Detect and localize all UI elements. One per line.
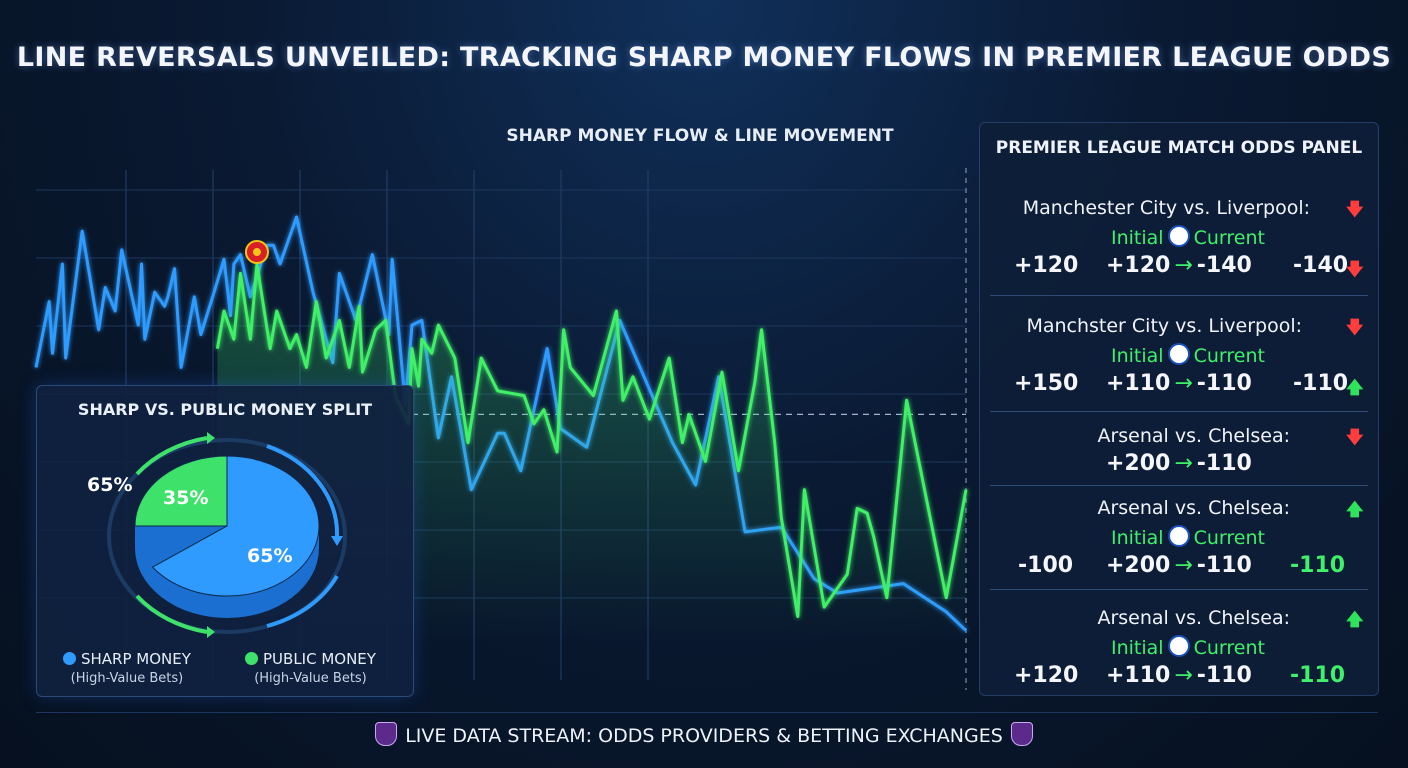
pie-slice-sharp [151,455,320,597]
odds-from: +120 [1106,253,1171,278]
arrow-down-icon: 🡇 [1346,318,1364,338]
initial-label: Initial [1111,637,1164,659]
current-label: Current [1193,227,1265,249]
football-icon [1167,225,1190,247]
ring-arc-blue [266,444,340,537]
pie-title: SHARP VS. PUBLIC MONEY SPLIT [77,400,373,419]
odds-right: -140 [1293,253,1349,278]
odds-from: +110 [1106,663,1171,688]
arrow-down-icon: 🡇 [1346,428,1364,448]
pie-slice-public [134,455,228,527]
ring-arc-green [135,594,208,634]
legend-public: PUBLIC MONEY (High-Value Bets) [245,650,376,686]
arrow-up-icon: 🡅 [1346,378,1364,398]
match-name: Manchester City vs. Liverpool: [1022,197,1310,219]
odds-left: +120 [1014,663,1079,688]
initial-current-row: Initial Current [1111,225,1265,249]
arrow-up-icon: 🡅 [1346,610,1364,630]
odds-left: +120 [1014,253,1079,278]
ring-arc-green [135,436,208,476]
sharp-money-line [34,215,968,632]
current-label: Current [1193,345,1265,367]
arrow-up-icon: 🡅 [1346,500,1364,520]
odds-movement: +110 → -110 [1106,371,1252,396]
odds-to: -110 [1196,663,1252,688]
current-label: Current [1193,527,1265,549]
pie-chart [107,432,347,638]
initial-current-row: Initial Current [1111,343,1265,367]
legend-public-dot [245,652,258,665]
arrow-right-icon: → [1174,371,1193,396]
odds-to: -110 [1196,451,1252,476]
initial-current-row: Initial Current [1111,635,1265,659]
match-name: Arsenal vs. Chelsea: [1097,425,1290,447]
legend-sharp-dot [63,652,76,665]
odds-movement: +110 → -110 [1106,663,1252,688]
arrow-right-icon: → [1174,451,1193,476]
match-name: Manchster City vs. Liverpool: [1026,315,1302,337]
arrow-down-icon: 🡇 [1346,200,1364,220]
divider [990,589,1368,590]
pie-sharp-label: 65% [247,545,293,567]
ring-arrowhead [331,536,343,546]
odds-right: -110 [1290,553,1346,578]
arrow-right-icon: → [1174,663,1193,688]
odds-to: -110 [1196,553,1252,578]
football-icon [1167,635,1190,657]
footer-text: LIVE DATA STREAM: ODDS PROVIDERS & BETTI… [405,725,1003,747]
public-money-line [215,262,968,618]
pie-outer-label: 65% [87,474,133,496]
football-icon [1167,525,1190,547]
chart-title: SHARP MONEY FLOW & LINE MOVEMENT [506,126,894,146]
initial-label: Initial [1111,345,1164,367]
odds-from: +200 [1106,451,1171,476]
arrow-right-icon: → [1174,253,1193,278]
arrow-down-icon: 🡇 [1346,260,1364,280]
odds-left: -100 [1018,553,1074,578]
arrow-right-icon: → [1174,553,1193,578]
pie-ring [107,438,347,634]
odds-right: -110 [1290,663,1346,688]
divider [990,485,1368,486]
odds-panel: PREMIER LEAGUE MATCH ODDS PANEL Manchest… [979,122,1379,696]
premier-league-lion-icon [1010,722,1033,746]
ring-arrowhead [207,432,215,444]
legend-sharp-label: SHARP MONEY [81,650,191,668]
divider [990,411,1368,412]
premier-league-lion-icon [375,722,398,746]
footer: LIVE DATA STREAM: ODDS PROVIDERS & BETTI… [0,722,1408,747]
legend-public-label: PUBLIC MONEY [263,650,376,668]
match-name: Arsenal vs. Chelsea: [1097,607,1290,629]
odds-movement: +120 → -140 [1106,253,1252,278]
initial-label: Initial [1111,527,1164,549]
page-title: LINE REVERSALS UNVEILED: TRACKING SHARP … [16,42,1392,73]
ring-arrowhead [207,626,215,638]
odds-movement: +200 → -110 [1106,553,1252,578]
crest-center [252,248,261,256]
odds-to: -110 [1196,371,1252,396]
initial-label: Initial [1111,227,1164,249]
odds-from: +200 [1106,553,1171,578]
current-label: Current [1193,637,1265,659]
legend-sharp: SHARP MONEY (High-Value Bets) [63,650,191,686]
pie-panel: SHARP VS. PUBLIC MONEY SPLIT 65% 35% 65%… [36,385,414,697]
odds-from: +110 [1106,371,1171,396]
odds-to: -140 [1196,253,1252,278]
odds-panel-title: PREMIER LEAGUE MATCH ODDS PANEL [995,138,1363,158]
football-icon [1167,343,1190,365]
odds-movement: +200 → -110 [1106,451,1252,476]
odds-left: +150 [1014,371,1079,396]
ring-arc-blue [266,574,339,628]
legend-sharp-sub: (High-Value Bets) [70,671,184,686]
match-name: Arsenal vs. Chelsea: [1097,497,1290,519]
divider [990,295,1368,296]
pie-public-label: 35% [163,487,209,509]
legend-public-sub: (High-Value Bets) [254,671,367,686]
footer-divider [36,712,1378,713]
initial-current-row: Initial Current [1111,525,1265,549]
odds-right: -110 [1293,371,1349,396]
